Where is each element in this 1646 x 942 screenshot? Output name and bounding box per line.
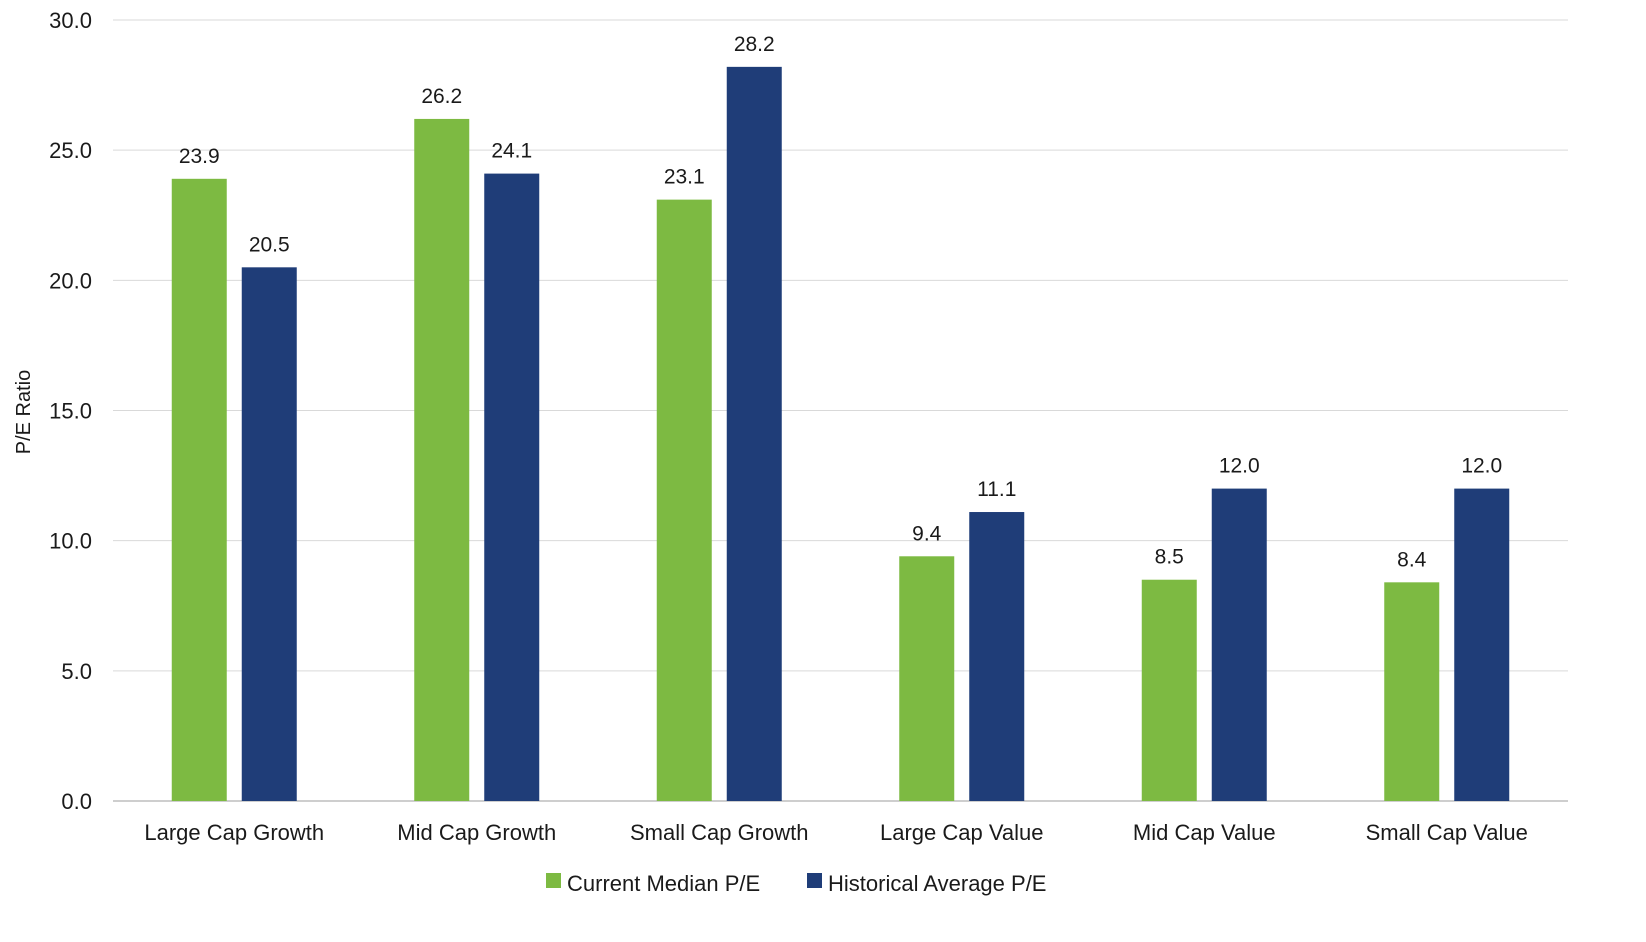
y-tick-label: 15.0 bbox=[49, 399, 92, 424]
bar bbox=[1384, 582, 1440, 801]
bar bbox=[1211, 488, 1267, 801]
data-label: 26.2 bbox=[421, 85, 462, 108]
gridlines bbox=[113, 19, 1568, 802]
data-label: 20.5 bbox=[249, 233, 290, 256]
bar bbox=[484, 173, 540, 801]
category-label: Mid Cap Value bbox=[1133, 820, 1276, 845]
y-tick-label: 20.0 bbox=[49, 268, 92, 293]
bar bbox=[899, 556, 955, 801]
data-label: 24.1 bbox=[491, 140, 532, 163]
legend: Current Median P/E Historical Average P/E bbox=[546, 871, 1046, 896]
category-label: Mid Cap Growth bbox=[397, 820, 556, 845]
data-label: 23.9 bbox=[179, 145, 220, 168]
legend-entry: Historical Average P/E bbox=[828, 871, 1046, 896]
y-tick-label: 0.0 bbox=[61, 789, 92, 814]
data-label: 12.0 bbox=[1219, 455, 1260, 478]
y-tick-label: 25.0 bbox=[49, 138, 92, 163]
bar bbox=[656, 199, 712, 801]
bar bbox=[1454, 488, 1510, 801]
data-label: 23.1 bbox=[664, 166, 705, 189]
data-label: 9.4 bbox=[912, 522, 942, 545]
bar bbox=[726, 66, 782, 802]
category-label: Large Cap Growth bbox=[144, 820, 324, 845]
bar bbox=[969, 512, 1025, 801]
data-label: 12.0 bbox=[1461, 455, 1502, 478]
bar bbox=[1141, 579, 1197, 801]
y-tick-label: 30.0 bbox=[49, 8, 92, 33]
bar bbox=[414, 118, 470, 802]
legend-swatch bbox=[546, 873, 561, 888]
data-label: 11.1 bbox=[977, 478, 1016, 501]
data-label: 28.2 bbox=[734, 33, 775, 56]
category-label: Small Cap Value bbox=[1366, 820, 1528, 845]
category-label: Large Cap Value bbox=[880, 820, 1044, 845]
legend-swatch bbox=[807, 873, 822, 888]
bar bbox=[241, 267, 297, 802]
category-labels: Large Cap Growth Mid Cap Growth Small Cap … bbox=[144, 820, 1528, 845]
data-labels: 23.9 20.5 26.2 24.1 23.1 28.2 9.4 11.1 8.5 12.0 8.… bbox=[179, 33, 1502, 571]
bars bbox=[171, 66, 1510, 802]
data-label: 8.5 bbox=[1155, 546, 1184, 569]
y-axis-title: P/E Ratio bbox=[13, 370, 35, 454]
y-tick-label: 5.0 bbox=[61, 659, 92, 684]
bar bbox=[171, 178, 227, 801]
y-axis-ticks: 0.0 5.0 10.0 15.0 20.0 25.0 30.0 bbox=[49, 8, 92, 814]
legend-entry: Current Median P/E bbox=[567, 871, 760, 896]
data-label: 8.4 bbox=[1397, 548, 1427, 571]
y-tick-label: 10.0 bbox=[49, 529, 92, 554]
category-label: Small Cap Growth bbox=[630, 820, 809, 845]
